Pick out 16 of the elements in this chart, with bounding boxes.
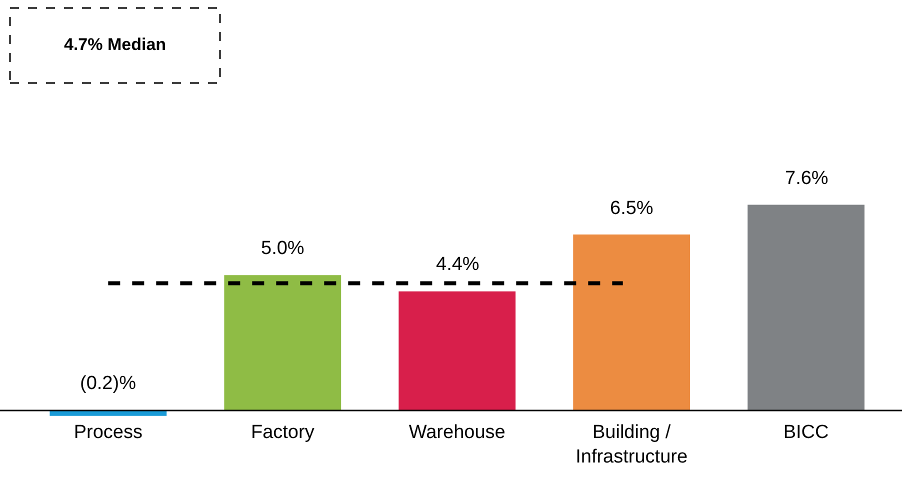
x-tick-label: Process bbox=[74, 422, 142, 443]
bar bbox=[224, 275, 342, 410]
data-label: (0.2)% bbox=[80, 373, 136, 394]
x-tick-label: BICC bbox=[783, 422, 829, 443]
data-label: 6.5% bbox=[610, 198, 654, 219]
data-label: 7.6% bbox=[785, 168, 828, 189]
data-label: 5.0% bbox=[261, 238, 304, 259]
data-label: 4.4% bbox=[436, 254, 480, 275]
bar bbox=[573, 234, 690, 410]
ref-line-label: 4.7% Median bbox=[64, 35, 166, 54]
x-tick-label: Building / Infrastructure bbox=[576, 422, 688, 468]
bar bbox=[398, 291, 516, 410]
x-tick-label: Warehouse bbox=[408, 422, 506, 443]
bar bbox=[748, 204, 864, 410]
x-tick-label: Factory bbox=[250, 422, 315, 443]
bar bbox=[50, 410, 167, 416]
